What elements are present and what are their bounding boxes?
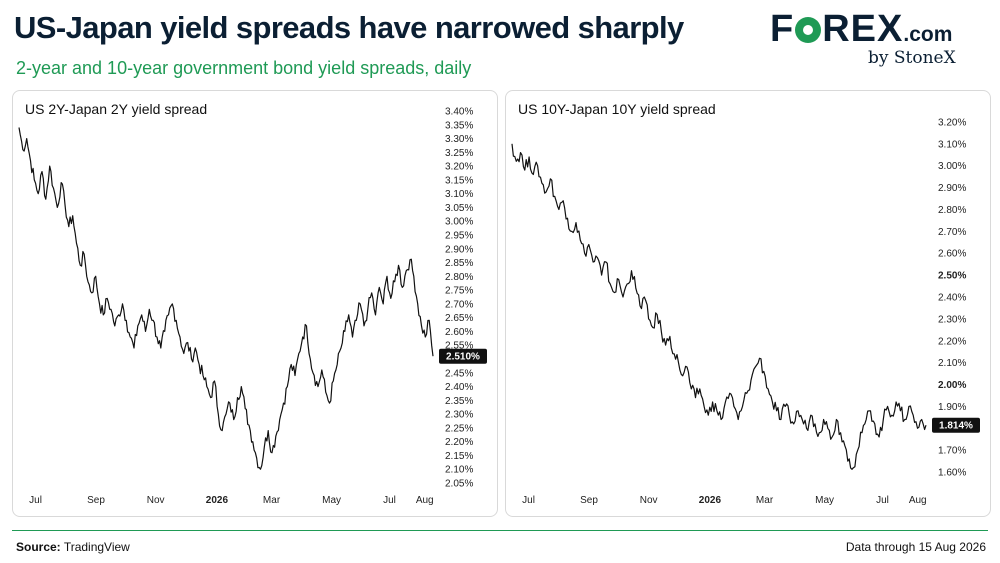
y-tick-label: 2.25%: [445, 423, 473, 434]
x-tick-label: 2026: [699, 495, 722, 506]
x-tick-label: Nov: [147, 495, 165, 506]
last-value-label: 2.510%: [446, 352, 480, 363]
y-tick-label: 3.00%: [938, 161, 966, 172]
source-note: Source: TradingView: [16, 540, 130, 554]
forex-logo[interactable]: F REX.com by StoneX: [770, 8, 985, 72]
x-tick-label: Jul: [522, 495, 535, 506]
logo-text-left: F: [770, 8, 795, 50]
x-tick-label: Jul: [29, 495, 42, 506]
source-value: TradingView: [63, 540, 130, 554]
y-tick-label: 2.30%: [938, 314, 966, 325]
y-tick-label: 2.30%: [445, 410, 473, 421]
y-tick-label: 2.55%: [445, 341, 473, 352]
y-tick-label: 1.70%: [938, 446, 966, 457]
logo-text-right: REX: [822, 8, 904, 50]
chart-panel-10y: US 10Y-Japan 10Y yield spread 3.20% 3.10%…: [505, 90, 991, 517]
y-tick-label: 3.40%: [445, 107, 473, 118]
footer-divider: [12, 530, 988, 531]
y-tick-label: 3.20%: [445, 162, 473, 173]
y-tick-label: 2.00%: [938, 380, 966, 391]
x-tick-label: May: [815, 495, 834, 506]
y-tick-label: 3.30%: [445, 134, 473, 145]
source-label: Source:: [16, 540, 61, 554]
series-line: [511, 143, 927, 470]
y-tick-label: 2.50%: [938, 271, 966, 282]
logo-suffix: .com: [903, 23, 953, 46]
x-tick-label: Mar: [756, 495, 774, 506]
y-tick-label: 3.10%: [938, 139, 966, 150]
y-tick-label: 2.60%: [445, 327, 473, 338]
last-value-label: 1.814%: [939, 421, 973, 432]
chart-title-10y: US 10Y-Japan 10Y yield spread: [518, 101, 716, 117]
chart-title-2y: US 2Y-Japan 2Y yield spread: [25, 101, 208, 117]
y-tick-label: 2.85%: [445, 258, 473, 269]
y-tick-label: 2.10%: [938, 358, 966, 369]
y-tick-label: 2.45%: [445, 368, 473, 379]
y-tick-label: 1.60%: [938, 468, 966, 479]
y-tick-label: 2.10%: [445, 465, 473, 476]
y-tick-label: 2.90%: [938, 183, 966, 194]
x-tick-label: Aug: [909, 495, 927, 506]
y-tick-label: 2.95%: [445, 231, 473, 242]
y-tick-label: 3.00%: [445, 217, 473, 228]
page-title: US-Japan yield spreads have narrowed sha…: [14, 10, 684, 45]
y-tick-label: 2.65%: [445, 313, 473, 324]
y-tick-label: 2.20%: [445, 437, 473, 448]
y-tick-label: 2.70%: [938, 227, 966, 238]
x-tick-label: Nov: [640, 495, 658, 506]
page-subtitle: 2-year and 10-year government bond yield…: [16, 58, 472, 78]
x-tick-label: Sep: [87, 495, 105, 506]
x-tick-label: 2026: [206, 495, 229, 506]
y-tick-label: 2.40%: [445, 382, 473, 393]
series-line: [18, 127, 434, 470]
y-tick-label: 2.80%: [938, 205, 966, 216]
x-tick-label: Jul: [876, 495, 889, 506]
y-tick-label: 3.15%: [445, 175, 473, 186]
y-tick-label: 2.20%: [938, 336, 966, 347]
y-tick-label: 1.90%: [938, 402, 966, 413]
last-value-badge: [439, 348, 487, 364]
y-tick-label: 3.25%: [445, 148, 473, 159]
x-tick-label: Aug: [416, 495, 434, 506]
y-tick-label: 2.80%: [445, 272, 473, 283]
y-tick-label: 3.10%: [445, 189, 473, 200]
y-tick-label: 2.60%: [938, 249, 966, 260]
y-tick-label: 2.15%: [445, 451, 473, 462]
y-tick-label: 2.05%: [445, 479, 473, 490]
y-tick-label: 3.05%: [445, 203, 473, 214]
x-tick-label: Jul: [383, 495, 396, 506]
y-tick-label: 2.90%: [445, 244, 473, 255]
logo-byline: by StoneX: [868, 48, 956, 68]
y-tick-label: 2.75%: [445, 286, 473, 297]
y-tick-label: 3.20%: [938, 117, 966, 128]
logo-o-icon: [795, 17, 822, 43]
last-value-badge: [932, 417, 980, 433]
data-through-note: Data through 15 Aug 2026: [845, 540, 986, 554]
y-tick-label: 2.35%: [445, 396, 473, 407]
chart-panel-2y: US 2Y-Japan 2Y yield spread 3.40% 3.35% 3.…: [12, 90, 498, 517]
y-tick-label: 2.70%: [445, 299, 473, 310]
y-tick-label: 3.35%: [445, 120, 473, 131]
chart-2y-svg: 3.40% 3.35% 3.30% 3.25% 3.20% 3.15% 3.10% 3.05%…: [18, 107, 487, 506]
logo-wordmark: F REX.com: [770, 8, 952, 51]
x-tick-label: Mar: [263, 495, 281, 506]
y-tick-label: 2.40%: [938, 293, 966, 304]
x-tick-label: May: [322, 495, 341, 506]
chart-10y-svg: 3.20% 3.10% 3.00% 2.90% 2.80% 2.70% 2.60% 2.50%…: [511, 117, 980, 506]
x-tick-label: Sep: [580, 495, 598, 506]
